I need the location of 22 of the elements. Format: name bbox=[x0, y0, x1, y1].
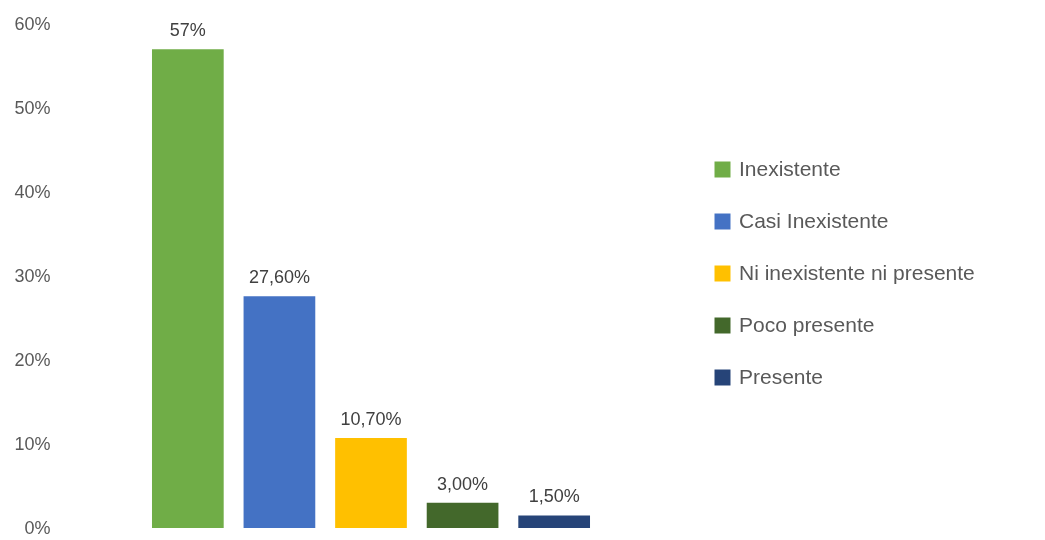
y-tick-label: 0% bbox=[24, 517, 51, 538]
legend-label: Ni inexistente ni presente bbox=[739, 260, 975, 284]
y-tick-label: 20% bbox=[14, 349, 51, 370]
bar bbox=[243, 296, 316, 528]
bar bbox=[335, 438, 407, 528]
y-tick-label: 30% bbox=[14, 265, 51, 286]
data-label: 27,60% bbox=[248, 267, 310, 288]
data-label: 10,70% bbox=[340, 409, 402, 430]
bar bbox=[426, 502, 499, 528]
bar bbox=[518, 515, 591, 528]
legend-label: Inexistente bbox=[739, 156, 841, 180]
y-tick-label: 10% bbox=[14, 433, 51, 454]
legend-label: Casi Inexistente bbox=[739, 208, 889, 232]
data-label: 57% bbox=[169, 20, 206, 41]
legend-label: Presente bbox=[739, 364, 824, 388]
y-tick-label: 40% bbox=[14, 181, 51, 202]
bar bbox=[151, 49, 224, 528]
y-tick-label: 50% bbox=[14, 97, 51, 118]
y-tick-label: 60% bbox=[14, 13, 51, 34]
data-label: 3,00% bbox=[437, 473, 489, 494]
data-label: 1,50% bbox=[528, 486, 580, 507]
legend-label: Poco presente bbox=[739, 312, 875, 336]
